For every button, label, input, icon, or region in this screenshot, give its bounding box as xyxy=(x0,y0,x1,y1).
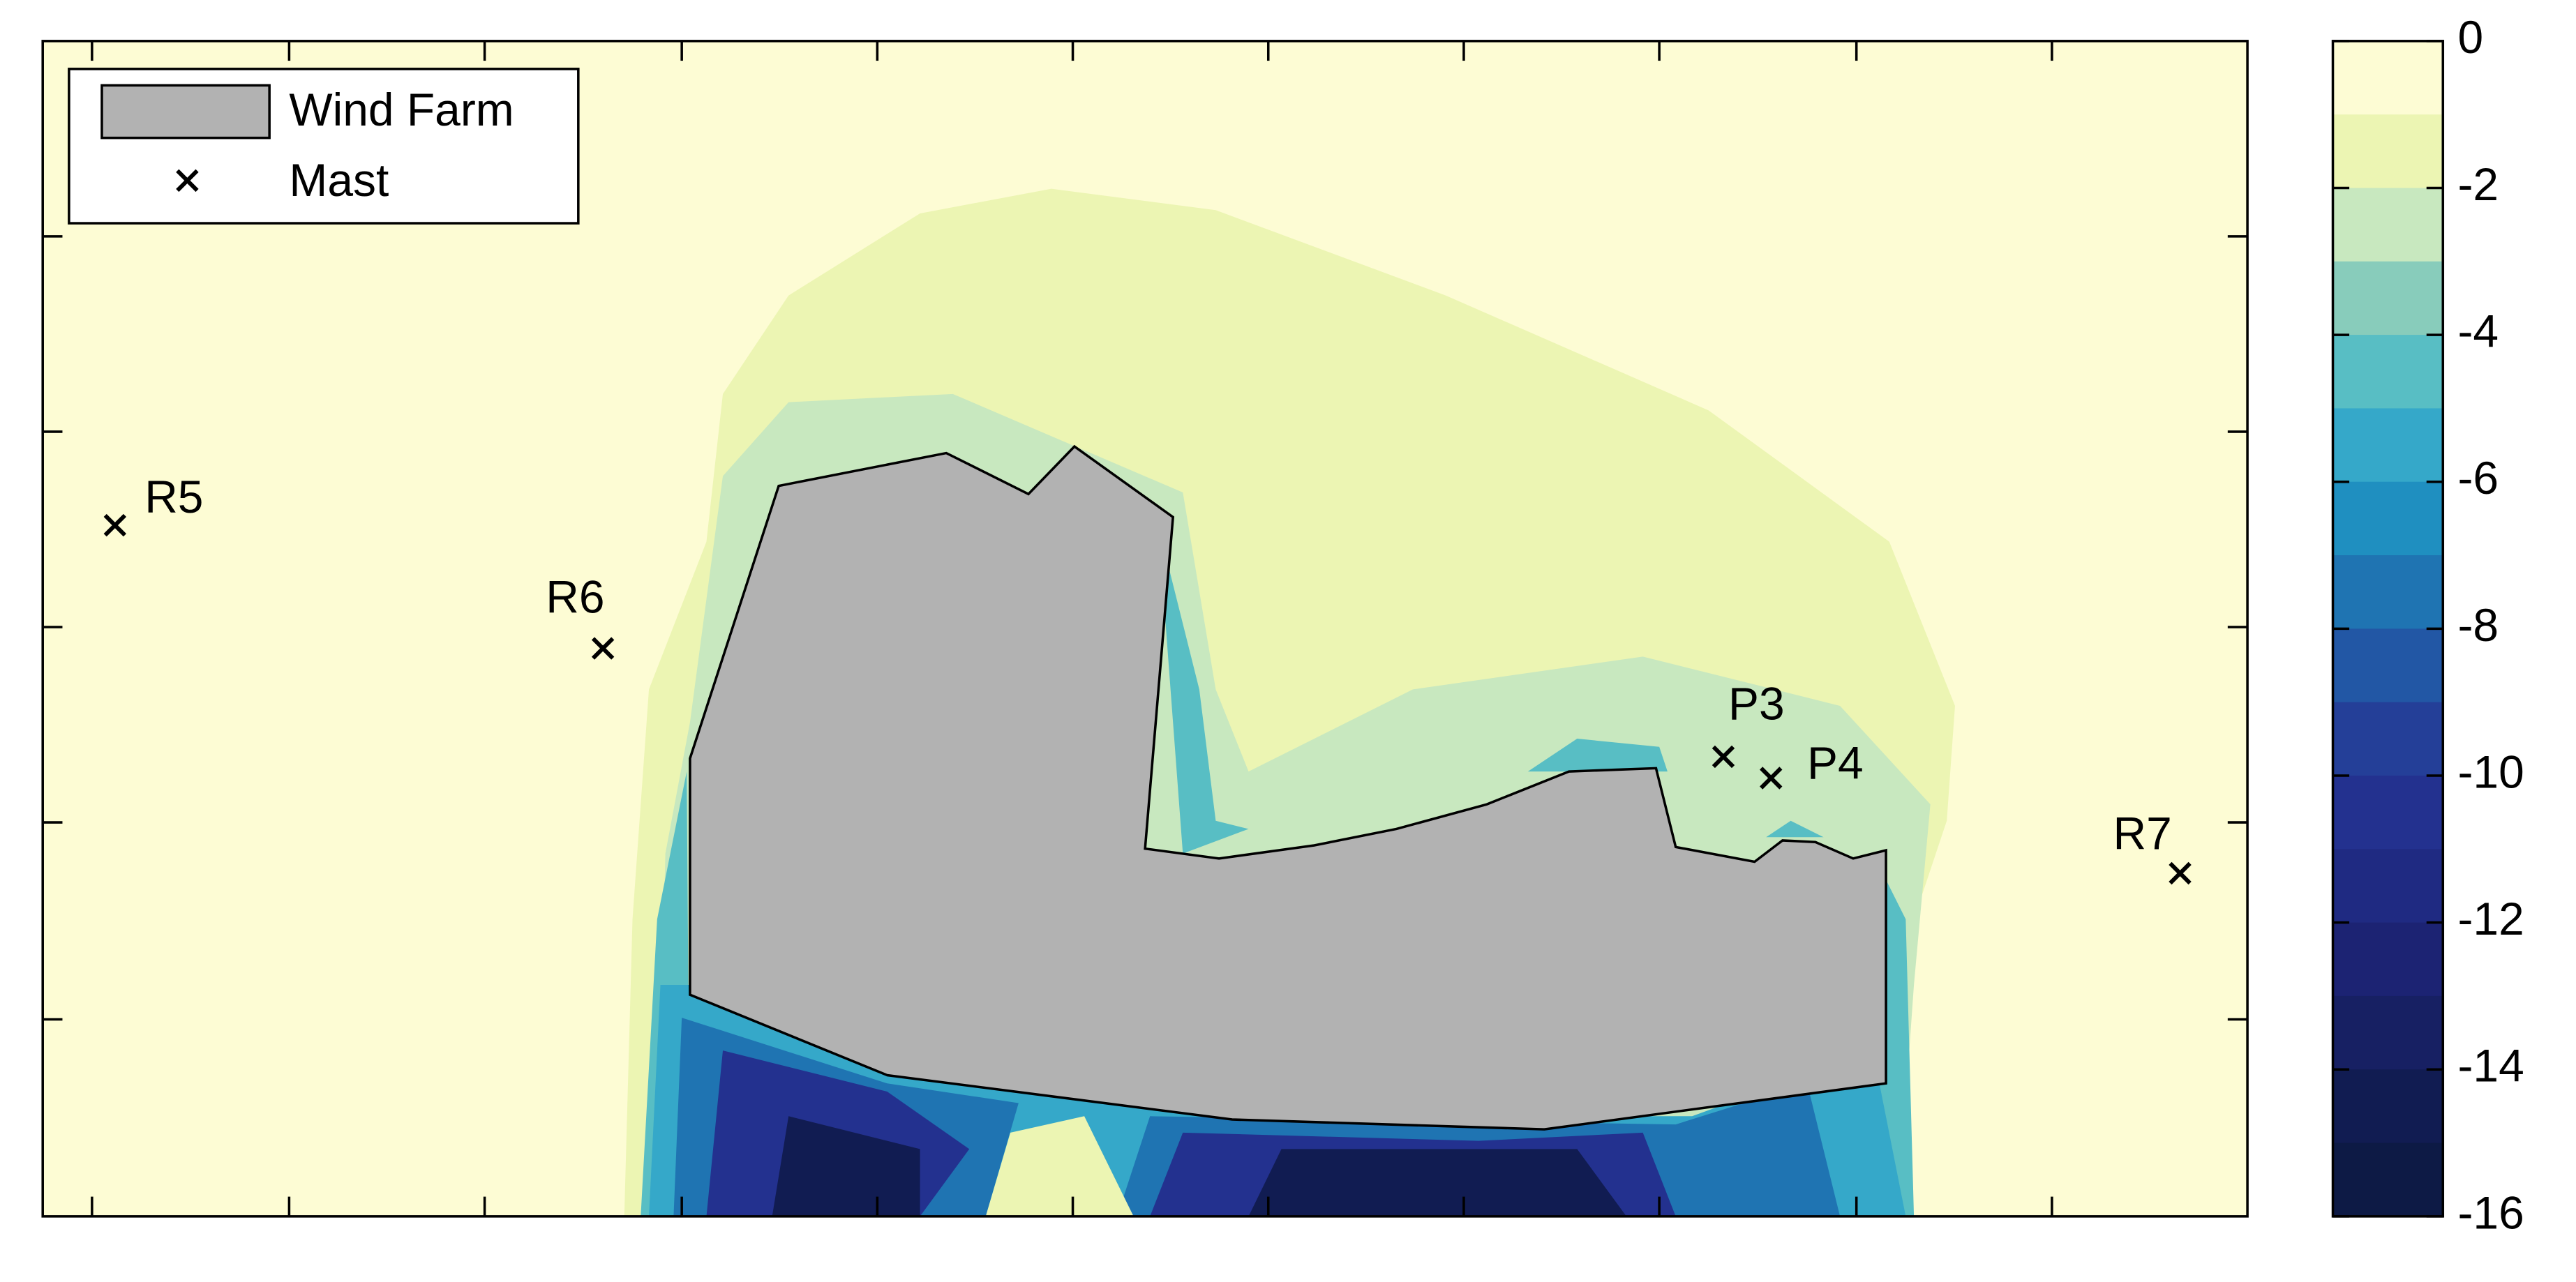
colorbar: 0 -2 -4 -6 -8 -10 -12 -14 -16 xyxy=(2331,11,2524,1238)
mast-marker xyxy=(1712,745,1735,769)
contour-band xyxy=(985,1116,1134,1216)
colorbar-band xyxy=(2332,40,2443,116)
mast-label: P4 xyxy=(1807,737,1864,788)
legend-label: Wind Farm xyxy=(289,84,514,135)
colorbar-tick-label: -10 xyxy=(2457,746,2524,797)
colorbar-tick-label: 0 xyxy=(2457,11,2483,63)
contour-band xyxy=(772,1116,1627,1216)
mast-label: P3 xyxy=(1728,678,1785,730)
colorbar-band xyxy=(2332,922,2443,997)
colorbar-band xyxy=(2332,188,2443,262)
colorbar-band xyxy=(2332,995,2443,1071)
colorbar-band xyxy=(2332,481,2443,557)
colorbar-band xyxy=(2332,1143,2443,1218)
legend-swatch xyxy=(100,84,271,139)
mast-marker xyxy=(103,513,127,537)
legend-label: Mast xyxy=(289,154,389,206)
axis-ticks xyxy=(43,40,2248,1216)
colorbar-tick-label: -14 xyxy=(2457,1040,2524,1092)
colorbar-tick-label: -16 xyxy=(2457,1186,2524,1238)
legend-marker xyxy=(176,169,199,193)
colorbar-tick-label: -2 xyxy=(2457,158,2499,210)
contour-field xyxy=(43,40,2248,1216)
mast-label: R6 xyxy=(546,571,604,623)
legend: Wind Farm Mast xyxy=(68,68,580,225)
colorbar-band xyxy=(2332,849,2443,923)
colorbar-band xyxy=(2332,702,2443,777)
colorbar-band xyxy=(2332,555,2443,630)
mast-marker xyxy=(591,637,615,660)
masts: R5 R6 P3 P4 R7 xyxy=(103,471,2192,885)
colorbar-tick-label: -12 xyxy=(2457,893,2524,944)
colorbar-tick-label: -8 xyxy=(2457,599,2499,651)
plot-frame xyxy=(41,40,2249,1218)
colorbar-band xyxy=(2332,114,2443,189)
colorbar-band xyxy=(2332,408,2443,483)
colorbar-band xyxy=(2332,1069,2443,1144)
wind-farm xyxy=(689,444,1887,1131)
colorbar-band xyxy=(2332,628,2443,703)
colorbar-tick-label: -4 xyxy=(2457,306,2499,357)
mast-marker xyxy=(1760,767,1783,790)
colorbar-band xyxy=(2332,335,2443,409)
colorbar-band xyxy=(2332,261,2443,336)
colorbar-tick-label: -6 xyxy=(2457,452,2499,504)
mast-label: R5 xyxy=(144,471,203,522)
mast-label: R7 xyxy=(2113,808,2171,859)
mast-marker xyxy=(2169,861,2192,885)
colorbar-band xyxy=(2332,775,2443,850)
